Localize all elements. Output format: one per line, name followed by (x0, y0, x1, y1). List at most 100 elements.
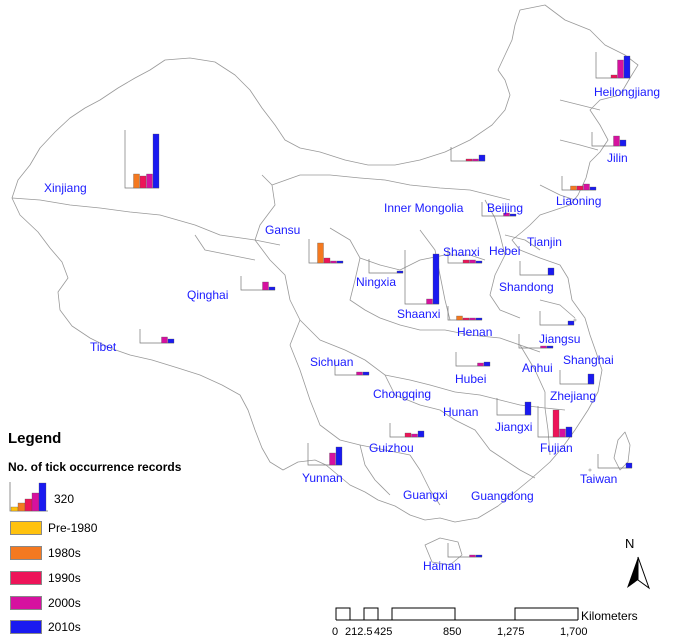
glyph-liaoning (561, 176, 597, 191)
label-jiangsu: Jiangsu (539, 332, 581, 346)
label-jiangxi: Jiangxi (495, 420, 533, 434)
label-shanghai: Shanghai (563, 353, 614, 367)
glyph-bar (356, 371, 363, 376)
glyph-inner-mongolia (450, 147, 486, 162)
label-heilongjiang: Heilongjiang (594, 85, 661, 99)
glyph-xinjiang (124, 130, 160, 189)
label-inner-mongolia: Inner Mongolia (384, 201, 464, 215)
glyph-bar (623, 55, 631, 79)
scale-unit: Kilometers (581, 609, 638, 623)
glyph-bar (462, 317, 470, 321)
glyph-axis (519, 261, 554, 276)
glyph-fujian (537, 406, 573, 438)
glyph-bar (139, 175, 147, 189)
glyph-jiangsu (539, 311, 575, 326)
glyph-bar (323, 257, 331, 264)
glyph-bar (587, 373, 595, 385)
label-guizhou: Guizhou (369, 441, 414, 455)
label-guangxi: Guangxi (403, 488, 448, 502)
china-outline (11, 4, 639, 523)
glyph-axis (597, 454, 632, 469)
legend-glyph-bar (31, 492, 40, 512)
glyph-taiwan (597, 454, 633, 469)
glyph-bar (411, 433, 418, 438)
glyph-bar (570, 185, 577, 191)
glyph-bar (472, 158, 479, 162)
legend-glyph-bar (10, 506, 19, 512)
glyph-bar (589, 186, 597, 191)
label-hunan: Hunan (443, 405, 479, 419)
glyph-bar (161, 336, 168, 344)
glyph-bar (475, 260, 483, 264)
legend-swatch (10, 546, 42, 560)
province-bar-glyphs (124, 52, 633, 558)
glyph-bar (524, 401, 532, 416)
glyph-bar (565, 426, 573, 438)
legend-item-2000s: 2000s (10, 595, 81, 611)
glyph-bar (469, 259, 476, 264)
label-jilin: Jilin (607, 151, 628, 165)
legend-label: 2010s (48, 620, 81, 634)
glyph-bar (509, 213, 517, 217)
legend-swatch (10, 620, 42, 634)
legend-title: Legend (8, 430, 62, 447)
north-label: N (625, 536, 635, 551)
legend-label: Pre-1980 (48, 521, 98, 535)
legend-item-pre-1980: Pre-1980 (10, 520, 97, 536)
label-fujian: Fujian (540, 441, 573, 455)
glyph-bar (456, 315, 463, 321)
glyph-bar (583, 183, 590, 191)
glyph-bar (617, 59, 624, 79)
glyph-bar (483, 361, 491, 367)
glyph-hubei (455, 352, 491, 367)
glyph-bar (576, 185, 584, 191)
label-anhui: Anhui (522, 361, 553, 375)
scale-tick-425: 425 (374, 626, 393, 638)
label-hebei: Hebei (489, 244, 521, 258)
legend-swatch (10, 521, 42, 535)
glyph-bar (417, 430, 425, 438)
glyph-bar (335, 446, 343, 466)
glyph-bar (469, 554, 476, 558)
glyph-zhejiang (559, 370, 595, 385)
label-ningxia: Ningxia (356, 275, 397, 289)
legend-sample-glyph (9, 482, 48, 512)
glyph-bar (362, 371, 370, 376)
glyph-bar (152, 133, 160, 189)
glyph-shandong (519, 261, 555, 276)
legend-label: 2000s (48, 596, 81, 610)
glyph-bar (477, 362, 484, 367)
label-qinghai: Qinghai (187, 288, 229, 302)
glyph-guizhou (389, 423, 425, 438)
glyph-bar (462, 259, 470, 264)
glyph-bar (559, 428, 566, 438)
scale-tick-1275: 1,275 (497, 626, 525, 638)
label-chongqing: Chongqing (373, 387, 432, 401)
scale-tick-850: 850 (443, 626, 462, 638)
glyph-bar (133, 173, 140, 189)
glyph-heilongjiang (595, 52, 631, 79)
label-beijing: Beijing (487, 201, 524, 215)
glyph-gansu (308, 239, 344, 264)
scale-tick-212: 212.5 (345, 626, 373, 638)
north-arrow-icon (627, 556, 651, 590)
glyph-ningxia (368, 259, 404, 274)
glyph-bar (167, 338, 175, 344)
glyph-bar (567, 320, 575, 326)
glyph-bar (465, 158, 473, 162)
legend-item-2010s: 2010s (10, 619, 81, 635)
glyph-bar (475, 317, 483, 321)
glyph-anhui (518, 334, 554, 349)
glyph-bar (396, 270, 404, 274)
label-guangdong: Guangdong (471, 489, 534, 503)
glyph-bar (330, 260, 337, 264)
glyph-qinghai (240, 276, 276, 291)
glyph-sichuan (334, 361, 370, 376)
glyph-henan (447, 306, 483, 321)
glyph-bar (317, 242, 324, 264)
glyph-bar (432, 253, 440, 305)
glyph-bar (503, 212, 510, 217)
glyph-beijing (481, 202, 517, 217)
glyph-shanxi (447, 249, 483, 264)
hainan-island (424, 537, 463, 566)
